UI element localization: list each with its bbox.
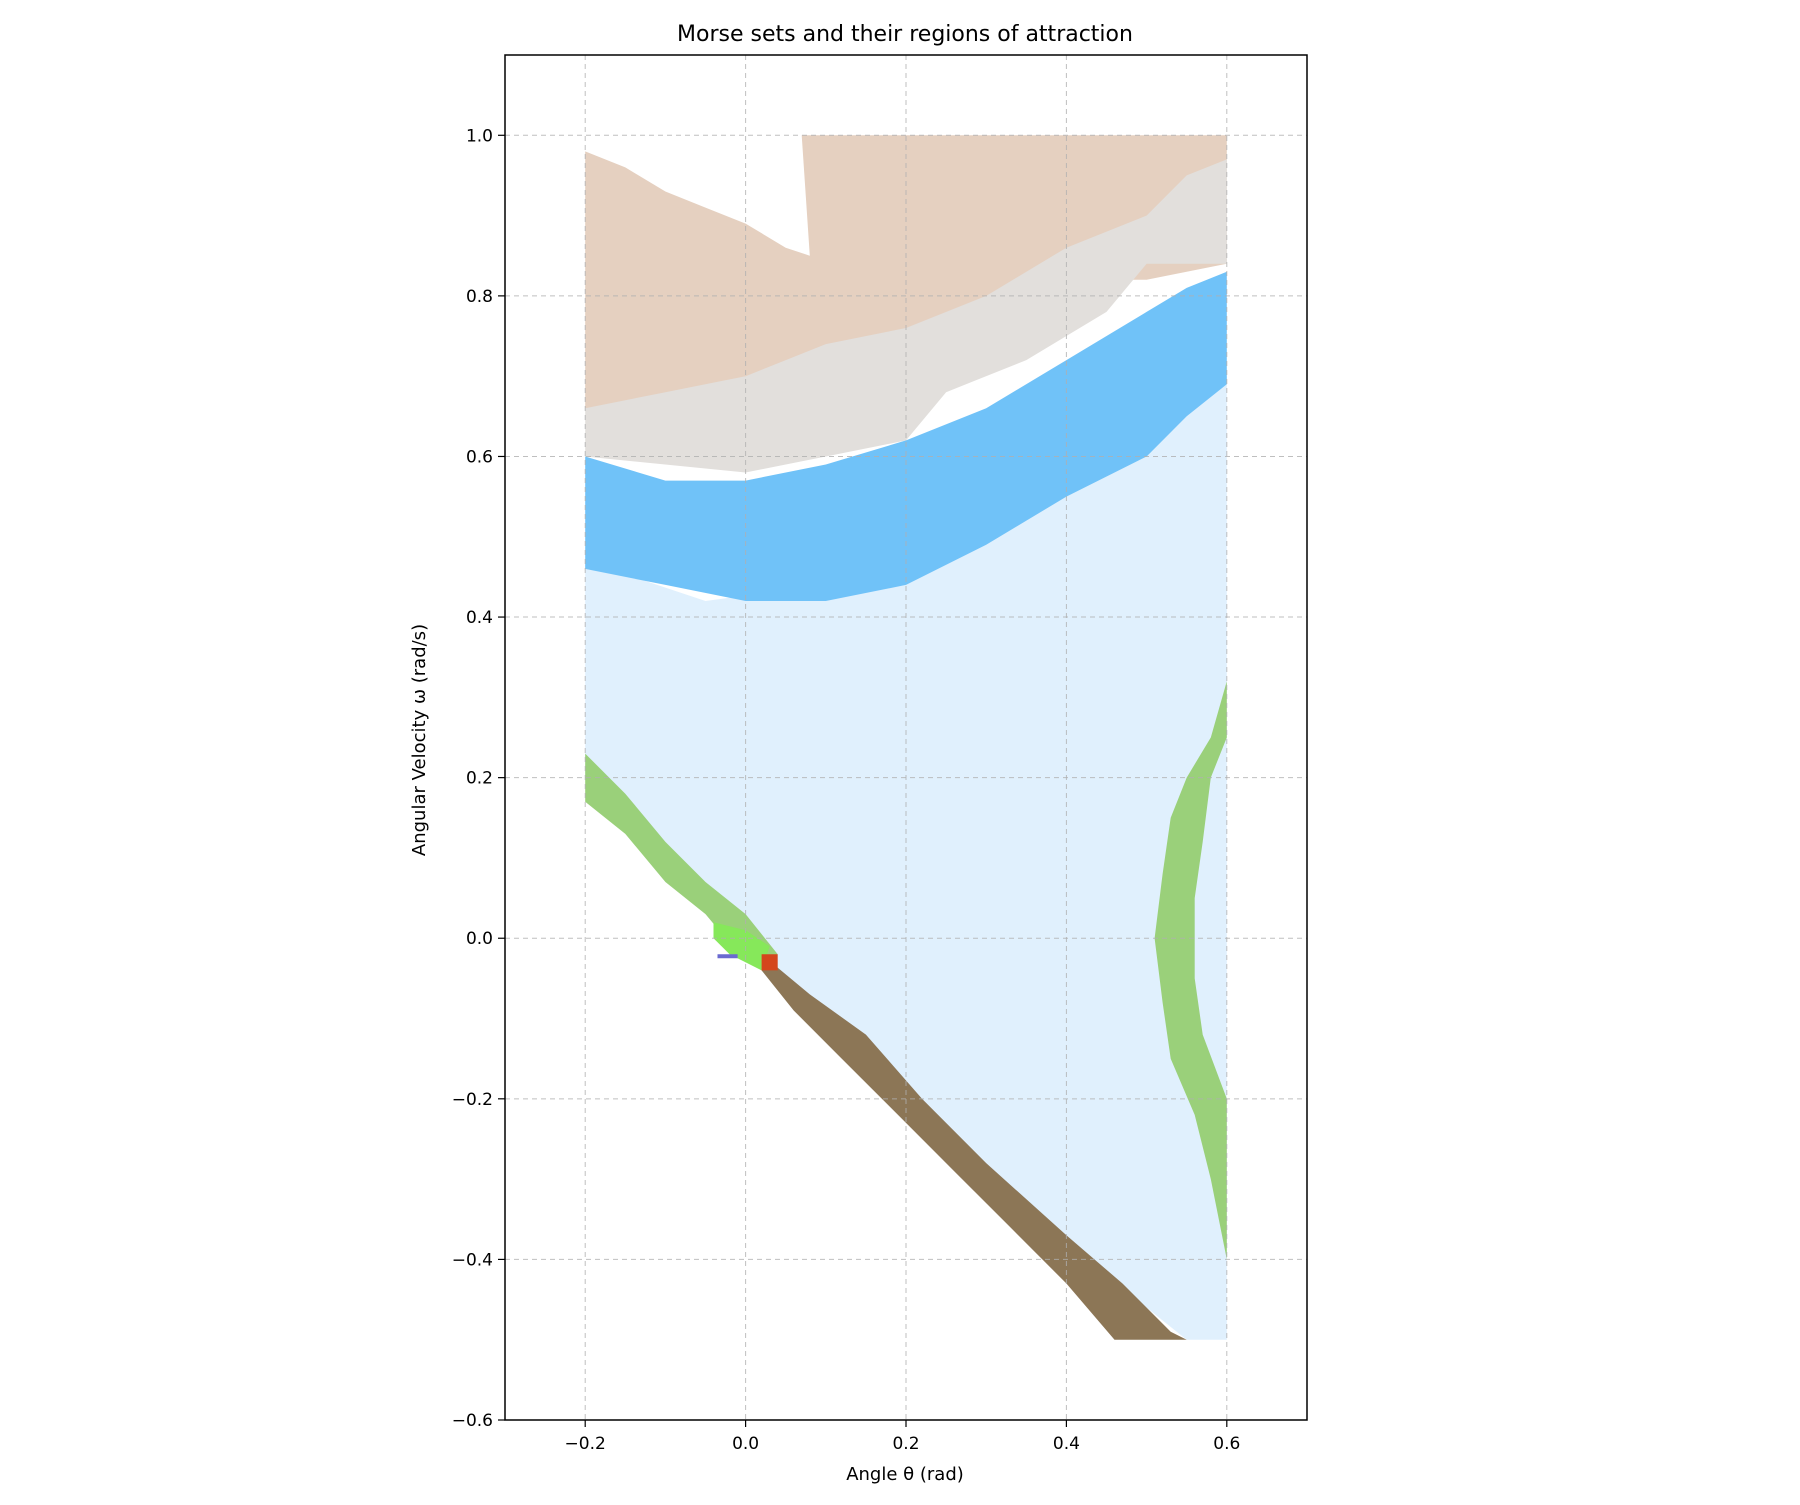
region-8 [761,954,778,971]
region-6 [761,954,1187,1340]
region-9 [717,954,738,959]
y-tick-label-3: 0.0 [466,929,493,949]
x-tick-label-2: 0.2 [892,1434,919,1454]
x-tick-label-0: −0.2 [565,1434,606,1454]
x-tick-label-3: 0.4 [1053,1434,1080,1454]
x-axis-label: Angle θ (rad) [846,1464,964,1485]
y-tick-label-0: −0.6 [452,1411,493,1431]
region-7 [713,922,770,971]
y-tick-label-1: −0.4 [452,1250,493,1270]
region-2 [585,159,1227,473]
y-tick-label-2: −0.2 [452,1090,493,1110]
chart-title: Morse sets and their regions of attracti… [677,22,1133,47]
y-tick-label-8: 1.0 [466,126,493,146]
x-tick-label-4: 0.6 [1213,1434,1240,1454]
y-tick-label-6: 0.6 [466,447,493,467]
y-tick-label-7: 0.8 [466,287,493,307]
y-axis-label: Angular Velocity ω (rad/s) [409,624,430,856]
y-tick-label-5: 0.4 [466,608,493,628]
y-tick-label-4: 0.2 [466,769,493,789]
x-tick-label-1: 0.0 [732,1434,759,1454]
region-5 [1154,681,1227,1260]
axes-layer: −0.2 0.0 0.2 0.4 0.6 −0.6 −0.4 −0.2 0.0 0.2 0.4 0.6… [452,54,1308,1454]
regions-layer [585,135,1227,1340]
region-4 [585,753,778,963]
